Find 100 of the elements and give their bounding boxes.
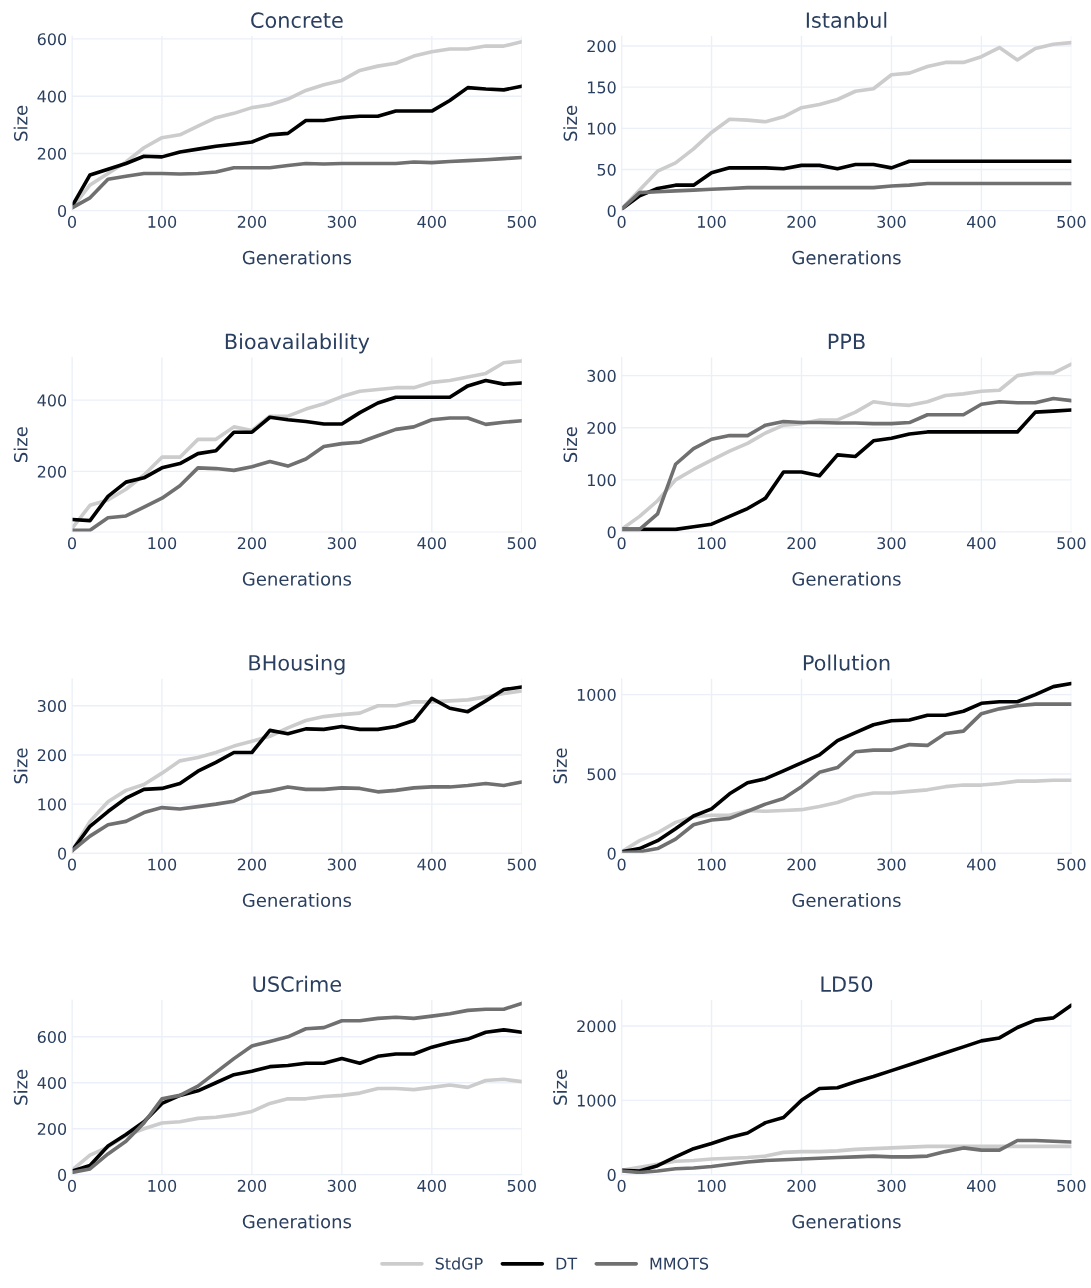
x-tick-label: 200 bbox=[237, 858, 267, 871]
y-axis-title: Size bbox=[563, 105, 578, 141]
x-tick-label: 300 bbox=[877, 537, 906, 550]
y-tick-label: 200 bbox=[37, 465, 67, 478]
x-axis-title: Generations bbox=[792, 1214, 901, 1229]
x-tick-label: 400 bbox=[966, 1179, 996, 1192]
y-axis-title: Size bbox=[553, 748, 568, 784]
x-tick-label: 0 bbox=[67, 537, 77, 550]
chart-title: BHousing bbox=[249, 654, 345, 675]
x-tick-label: 0 bbox=[617, 537, 626, 550]
x-tick-label: 200 bbox=[237, 537, 267, 550]
y-tick-label: 1000 bbox=[577, 1094, 616, 1107]
x-tick-label: 200 bbox=[237, 215, 267, 228]
x-tick-label: 400 bbox=[417, 1179, 446, 1192]
y-tick-label: 2000 bbox=[577, 1020, 616, 1033]
y-axis-title: Size bbox=[563, 427, 578, 463]
chart-title: Concrete bbox=[251, 12, 343, 29]
x-tick-label: 300 bbox=[877, 1179, 906, 1192]
y-tick-label: 100 bbox=[588, 122, 616, 135]
x-tick-label: 500 bbox=[1057, 1179, 1086, 1192]
x-tick-label: 400 bbox=[966, 537, 996, 550]
x-tick-label: 200 bbox=[787, 537, 816, 550]
x-tick-label: 400 bbox=[966, 858, 996, 871]
x-tick-label: 400 bbox=[417, 858, 446, 871]
y-tick-label: 200 bbox=[587, 40, 616, 53]
x-tick-label: 300 bbox=[327, 215, 357, 228]
y-tick-label: 0 bbox=[607, 847, 616, 860]
x-tick-label: 500 bbox=[507, 537, 536, 550]
x-axis-title: Generations bbox=[792, 571, 901, 586]
chart-title: PPB bbox=[828, 333, 865, 350]
y-axis-title: Size bbox=[13, 748, 28, 784]
x-tick-label: 500 bbox=[507, 215, 536, 228]
line-series bbox=[72, 155, 522, 210]
x-tick-label: 300 bbox=[327, 858, 357, 871]
x-tick-label: 300 bbox=[877, 858, 906, 871]
x-tick-label: 0 bbox=[617, 858, 626, 871]
x-tick-label: 100 bbox=[148, 858, 177, 871]
x-tick-label: 0 bbox=[67, 1179, 77, 1192]
x-axis-title: Generations bbox=[242, 893, 352, 908]
y-axis-title: Size bbox=[13, 105, 28, 141]
y-tick-label: 500 bbox=[587, 768, 616, 781]
x-tick-label: 100 bbox=[698, 215, 726, 228]
x-tick-label: 400 bbox=[417, 215, 446, 228]
legend-label: MMOTS bbox=[650, 1257, 709, 1270]
y-tick-label: 0 bbox=[58, 204, 67, 217]
x-axis-title: Generations bbox=[242, 571, 352, 586]
line-series bbox=[72, 359, 522, 531]
y-axis-title: Size bbox=[553, 1069, 568, 1105]
y-tick-label: 200 bbox=[587, 421, 616, 435]
legend-label: DT bbox=[556, 1257, 578, 1270]
y-tick-label: 0 bbox=[607, 526, 616, 539]
x-tick-label: 300 bbox=[877, 215, 906, 228]
x-tick-label: 200 bbox=[787, 1179, 816, 1192]
x-tick-label: 100 bbox=[698, 858, 726, 871]
x-tick-label: 100 bbox=[148, 537, 177, 550]
x-tick-label: 500 bbox=[1057, 537, 1086, 550]
y-tick-label: 100 bbox=[38, 798, 67, 811]
x-axis-title: Generations bbox=[792, 250, 901, 265]
y-tick-label: 0 bbox=[607, 204, 616, 217]
chart-title: Istanbul bbox=[806, 11, 887, 29]
y-tick-label: 50 bbox=[597, 163, 616, 176]
x-tick-label: 0 bbox=[67, 215, 77, 228]
line-series bbox=[72, 378, 522, 523]
y-tick-label: 200 bbox=[37, 1122, 67, 1135]
y-axis-title: Size bbox=[13, 427, 28, 463]
y-tick-label: 400 bbox=[37, 394, 67, 407]
line-series bbox=[621, 1003, 1072, 1173]
x-axis-title: Generations bbox=[242, 1214, 352, 1229]
x-axis-title: Generations bbox=[792, 893, 901, 908]
chart-title: Pollution bbox=[803, 654, 890, 671]
x-tick-label: 500 bbox=[1057, 858, 1086, 871]
y-tick-label: 200 bbox=[37, 749, 67, 762]
y-axis-title: Size bbox=[13, 1069, 28, 1105]
x-tick-label: 0 bbox=[67, 858, 77, 871]
x-tick-label: 500 bbox=[1057, 215, 1086, 228]
line-series bbox=[72, 1077, 522, 1172]
x-tick-label: 400 bbox=[417, 537, 446, 550]
y-tick-label: 600 bbox=[37, 33, 67, 46]
y-tick-label: 400 bbox=[37, 90, 67, 103]
y-tick-label: 1000 bbox=[577, 688, 616, 701]
x-tick-label: 200 bbox=[237, 1179, 267, 1192]
chart-title: Bioavailability bbox=[225, 333, 370, 354]
y-tick-label: 300 bbox=[587, 369, 616, 382]
y-tick-label: 300 bbox=[37, 699, 67, 713]
chart-title: LD50 bbox=[821, 976, 873, 992]
x-tick-label: 0 bbox=[617, 215, 626, 228]
x-tick-label: 100 bbox=[148, 1179, 177, 1192]
y-tick-label: 150 bbox=[588, 81, 616, 94]
x-tick-label: 200 bbox=[787, 858, 816, 871]
x-tick-label: 200 bbox=[787, 215, 816, 228]
legend-label: StdGP bbox=[435, 1257, 483, 1270]
x-tick-label: 100 bbox=[698, 1179, 726, 1192]
line-series bbox=[72, 1001, 522, 1175]
x-tick-label: 100 bbox=[698, 537, 726, 550]
x-tick-label: 300 bbox=[327, 537, 357, 550]
x-tick-label: 100 bbox=[148, 215, 177, 228]
x-tick-label: 0 bbox=[617, 1179, 626, 1192]
y-tick-label: 0 bbox=[58, 847, 67, 860]
y-tick-label: 100 bbox=[588, 474, 616, 487]
y-tick-label: 400 bbox=[37, 1076, 67, 1090]
